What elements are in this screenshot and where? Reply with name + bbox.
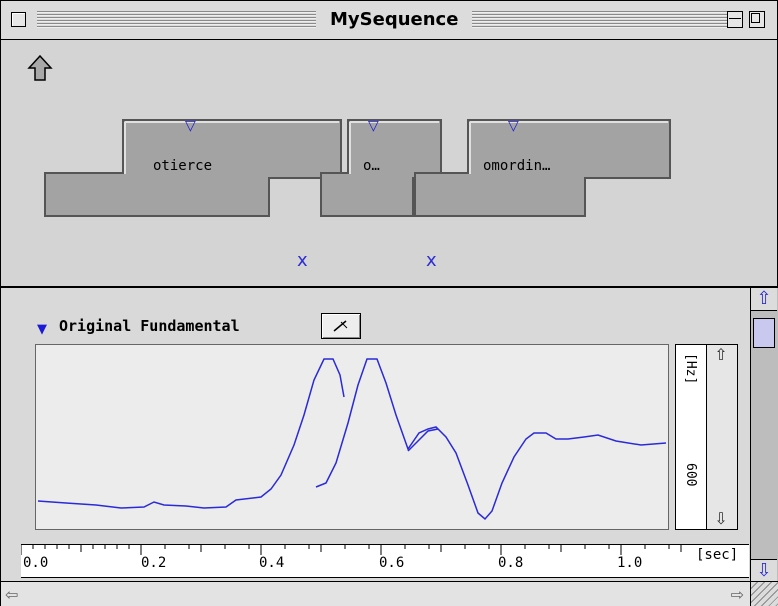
segment-2-label[interactable]: o… — [363, 158, 380, 174]
time-axis-ticks — [21, 545, 682, 555]
time-axis: 0.0 0.2 0.4 0.6 0.8 1.0 [sec] — [21, 544, 749, 578]
segment-3-label[interactable]: omordin… — [483, 158, 551, 174]
segment-o-shape — [320, 119, 442, 217]
time-tick-4: 0.8 — [498, 555, 524, 571]
window-title: MySequence — [316, 7, 473, 33]
y-axis-ruler: [Hz] 600 — [675, 344, 707, 530]
fundamental-plot[interactable] — [35, 344, 669, 530]
segment-otierce-shape — [44, 119, 342, 217]
y-scroll-down-icon[interactable]: ⇩ — [714, 509, 728, 528]
sequence-pane: ▽ otierce ▽ o… ▽ omordin… x x — [1, 40, 777, 288]
time-tick-1: 0.2 — [141, 555, 167, 571]
time-tick-0: 0.0 — [23, 555, 49, 571]
segment-1-menu-icon[interactable]: ▽ — [185, 118, 196, 134]
scroll-down-arrow-icon[interactable]: ⇩ — [751, 559, 777, 582]
segment-3-menu-icon[interactable]: ▽ — [508, 118, 519, 134]
time-tick-2: 0.4 — [259, 555, 285, 571]
marker-2[interactable]: x — [426, 250, 437, 271]
segments-graphic — [44, 119, 671, 217]
title-bar[interactable]: MySequence — [1, 1, 777, 40]
close-box-icon[interactable] — [11, 12, 26, 27]
up-arrow-icon[interactable] — [27, 54, 53, 82]
collapse-box-icon[interactable] — [727, 11, 743, 28]
segment-omordin-shape — [414, 119, 671, 217]
time-tick-3: 0.6 — [379, 555, 405, 571]
window-horizontal-scrollbar[interactable]: ⇦ ⇨ — [1, 581, 750, 606]
y-axis-tick-label: 600 — [683, 463, 698, 487]
scroll-left-arrow-icon[interactable]: ⇦ — [5, 585, 19, 604]
resize-grip-icon[interactable] — [750, 581, 778, 606]
scroll-thumb[interactable] — [753, 318, 775, 348]
segment-1-label[interactable]: otierce — [153, 158, 213, 174]
scroll-up-arrow-icon[interactable]: ⇧ — [751, 288, 777, 311]
y-axis-unit: [Hz] — [683, 353, 698, 385]
scroll-right-arrow-icon[interactable]: ⇨ — [730, 585, 744, 604]
time-tick-5: 1.0 — [617, 555, 643, 571]
segment-2-menu-icon[interactable]: ▽ — [368, 118, 379, 134]
y-axis-scrollbar[interactable]: ⇧ ⇩ — [706, 344, 738, 530]
marker-1[interactable]: x — [297, 250, 308, 271]
window-vertical-scrollbar[interactable]: ⇧ ⇩ — [750, 288, 778, 582]
time-axis-unit: [sec] — [696, 547, 739, 563]
track-title: Original Fundamental — [59, 317, 240, 335]
track-disclosure-icon[interactable]: ▼ — [37, 322, 47, 337]
edit-mode-button[interactable] — [321, 313, 361, 339]
track-pane: ▼ Original Fundamental [Hz] 600 ⇧ ⇩ — [1, 288, 750, 602]
fundamental-curve — [37, 358, 667, 521]
pencil-icon — [333, 320, 348, 332]
y-scroll-up-icon[interactable]: ⇧ — [714, 345, 728, 364]
zoom-box-icon[interactable] — [749, 11, 765, 28]
